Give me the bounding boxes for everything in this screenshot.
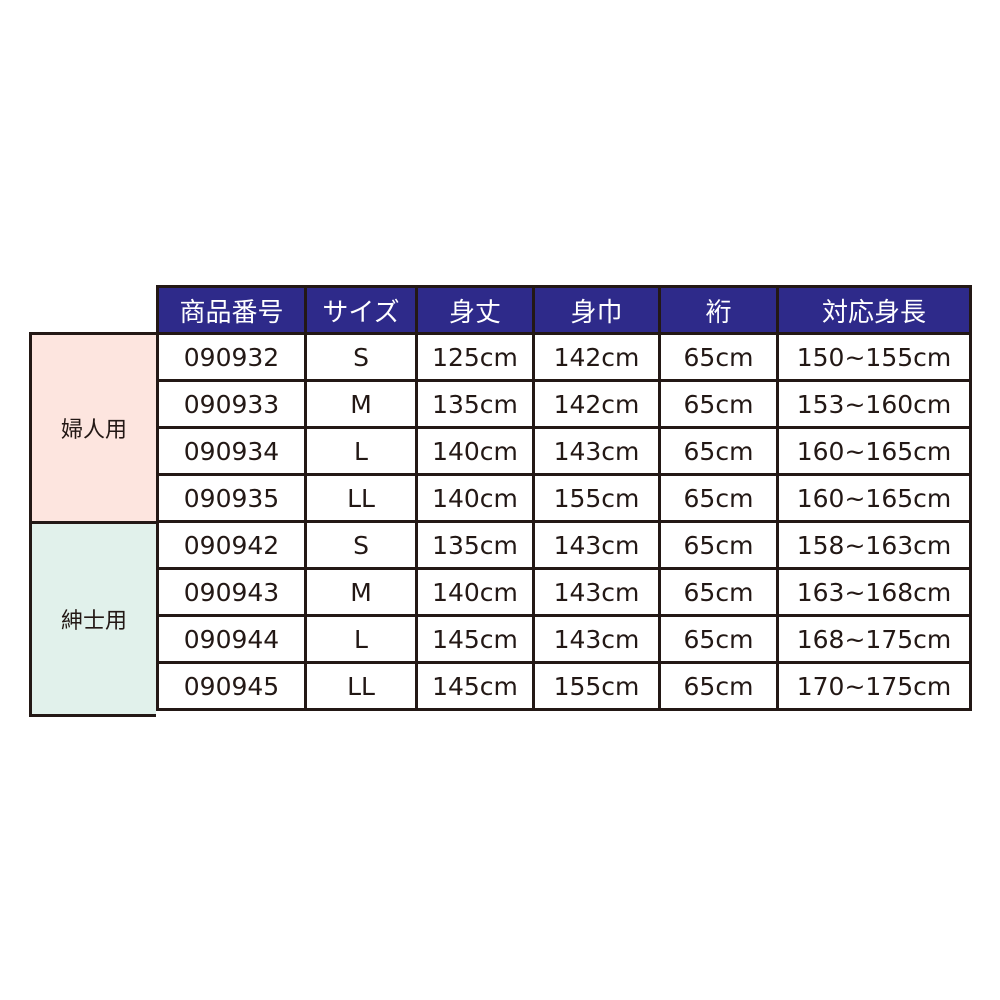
table-cell: 090933 <box>156 379 307 429</box>
table-cell: 65cm <box>658 379 779 429</box>
table-cell: 163~168cm <box>776 567 972 617</box>
table-cell: L <box>304 426 418 476</box>
table-cell: 090942 <box>156 520 307 570</box>
size-table: 商品番号 サイズ 身丈 身巾裄対応身長 090932 S 125cm 142cm 65cm 15… <box>156 285 972 711</box>
column-header: サイズ <box>304 285 418 335</box>
table-cell: 170~175cm <box>776 661 972 711</box>
table-cell: 140cm <box>415 473 535 523</box>
table-row: 090933 M 135cm 142cm 65cm 153~160cm <box>156 379 972 429</box>
table-row: 090943 M 140cm 143cm 65cm 163~168cm <box>156 567 972 617</box>
table-cell: 168~175cm <box>776 614 972 664</box>
table-cell: 143cm <box>532 614 661 664</box>
table-cell: 160~165cm <box>776 473 972 523</box>
table-cell: 135cm <box>415 520 535 570</box>
table-row: 090945 LL 145cm 155cm 65cm 170~175cm <box>156 661 972 711</box>
table-row: 090942 S 135cm 143cm 65cm 158~163cm <box>156 520 972 570</box>
group-label-men: 紳士用 <box>29 521 156 717</box>
table-cell: L <box>304 614 418 664</box>
table-cell: 158~163cm <box>776 520 972 570</box>
column-header: 身巾 <box>532 285 661 335</box>
table-cell: 090944 <box>156 614 307 664</box>
group-label-women: 婦人用 <box>29 332 156 524</box>
table-cell: 153~160cm <box>776 379 972 429</box>
table-row: 090944 L 145cm 143cm 65cm 168~175cm <box>156 614 972 664</box>
table-cell: 155cm <box>532 473 661 523</box>
table-cell: 090935 <box>156 473 307 523</box>
table-cell: 140cm <box>415 426 535 476</box>
table-cell: 65cm <box>658 520 779 570</box>
table-row: 090934 L 140cm 143cm 65cm 160~165cm <box>156 426 972 476</box>
table-cell: 090945 <box>156 661 307 711</box>
table-cell: 145cm <box>415 614 535 664</box>
table-cell: 65cm <box>658 614 779 664</box>
table-cell: 140cm <box>415 567 535 617</box>
table-cell: 125cm <box>415 332 535 382</box>
table-cell: 155cm <box>532 661 661 711</box>
table-cell: 142cm <box>532 332 661 382</box>
table-cell: 65cm <box>658 473 779 523</box>
header-row: 商品番号 サイズ 身丈 身巾裄対応身長 <box>156 285 972 335</box>
table-cell: 65cm <box>658 332 779 382</box>
table-row: 090932 S 125cm 142cm 65cm 150~155cm <box>156 332 972 382</box>
table-row: 090935 LL 140cm 155cm 65cm 160~165cm <box>156 473 972 523</box>
table-cell: 090932 <box>156 332 307 382</box>
table-cell: 090934 <box>156 426 307 476</box>
table-cell: 65cm <box>658 661 779 711</box>
table-cell: 65cm <box>658 567 779 617</box>
table-cell: 090943 <box>156 567 307 617</box>
table-cell: 65cm <box>658 426 779 476</box>
column-header: 商品番号 <box>156 285 307 335</box>
table-cell: S <box>304 520 418 570</box>
table-cell: M <box>304 379 418 429</box>
column-header: 対応身長 <box>776 285 972 335</box>
table-cell: 135cm <box>415 379 535 429</box>
table-cell: 143cm <box>532 426 661 476</box>
table-cell: 142cm <box>532 379 661 429</box>
table-cell: LL <box>304 661 418 711</box>
table-cell: S <box>304 332 418 382</box>
table-cell: M <box>304 567 418 617</box>
table-cell: 143cm <box>532 520 661 570</box>
table-cell: 143cm <box>532 567 661 617</box>
column-header: 身丈 <box>415 285 535 335</box>
column-header: 裄 <box>658 285 779 335</box>
table-cell: LL <box>304 473 418 523</box>
table-cell: 150~155cm <box>776 332 972 382</box>
table-cell: 160~165cm <box>776 426 972 476</box>
table-cell: 145cm <box>415 661 535 711</box>
